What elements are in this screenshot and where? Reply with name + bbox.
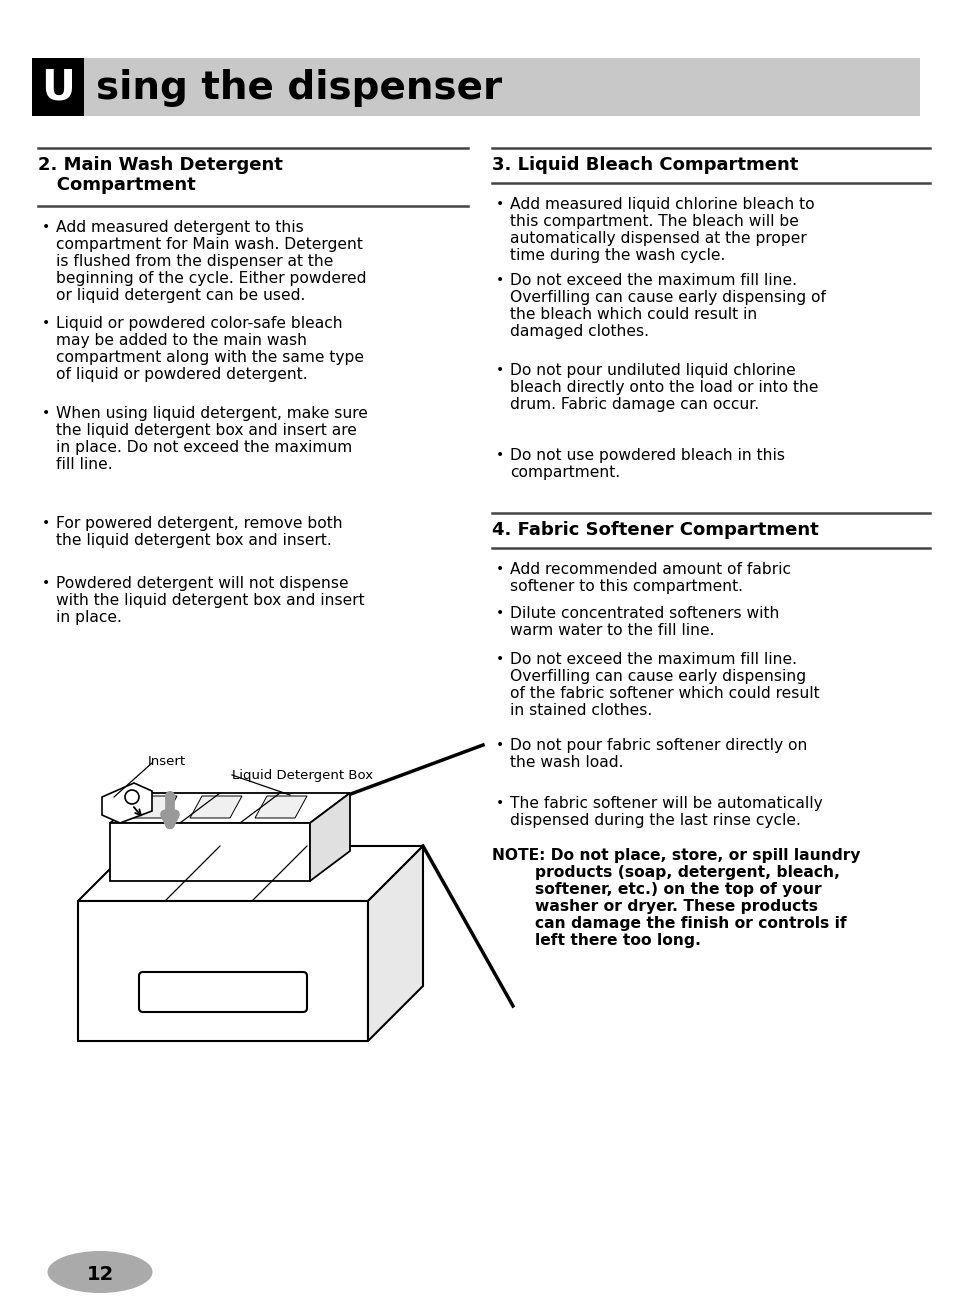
Text: this compartment. The bleach will be: this compartment. The bleach will be xyxy=(510,214,798,228)
FancyBboxPatch shape xyxy=(139,972,307,1012)
Polygon shape xyxy=(254,796,307,818)
Text: of liquid or powdered detergent.: of liquid or powdered detergent. xyxy=(56,368,307,382)
Text: or liquid detergent can be used.: or liquid detergent can be used. xyxy=(56,288,305,303)
Text: •: • xyxy=(496,738,504,752)
Text: For powered detergent, remove both: For powered detergent, remove both xyxy=(56,516,342,530)
Text: 3. Liquid Bleach Compartment: 3. Liquid Bleach Compartment xyxy=(492,156,798,175)
Text: Do not exceed the maximum fill line.: Do not exceed the maximum fill line. xyxy=(510,653,796,667)
Text: warm water to the fill line.: warm water to the fill line. xyxy=(510,622,714,638)
Text: Do not pour fabric softener directly on: Do not pour fabric softener directly on xyxy=(510,738,806,752)
Text: Do not use powdered bleach in this: Do not use powdered bleach in this xyxy=(510,448,784,463)
Text: Powdered detergent will not dispense: Powdered detergent will not dispense xyxy=(56,576,348,591)
Text: •: • xyxy=(496,362,504,377)
Text: 2. Main Wash Detergent: 2. Main Wash Detergent xyxy=(38,156,283,175)
Text: with the liquid detergent box and insert: with the liquid detergent box and insert xyxy=(56,593,364,608)
Text: can damage the finish or controls if: can damage the finish or controls if xyxy=(492,916,845,931)
Text: Liquid or powdered color-safe bleach: Liquid or powdered color-safe bleach xyxy=(56,316,342,331)
Text: damaged clothes.: damaged clothes. xyxy=(510,324,648,339)
Text: compartment for Main wash. Detergent: compartment for Main wash. Detergent xyxy=(56,238,362,252)
Text: time during the wash cycle.: time during the wash cycle. xyxy=(510,248,724,263)
Text: Dilute concentrated softeners with: Dilute concentrated softeners with xyxy=(510,607,779,621)
Polygon shape xyxy=(310,793,350,881)
Text: 12: 12 xyxy=(87,1266,113,1284)
Text: •: • xyxy=(42,221,51,234)
Text: left there too long.: left there too long. xyxy=(492,934,700,948)
Polygon shape xyxy=(125,796,177,818)
Text: beginning of the cycle. Either powdered: beginning of the cycle. Either powdered xyxy=(56,270,366,286)
Text: Add recommended amount of fabric: Add recommended amount of fabric xyxy=(510,562,790,576)
Polygon shape xyxy=(190,796,242,818)
Text: Do not exceed the maximum fill line.: Do not exceed the maximum fill line. xyxy=(510,273,796,288)
Text: •: • xyxy=(496,653,504,666)
Text: •: • xyxy=(496,562,504,576)
Text: the bleach which could result in: the bleach which could result in xyxy=(510,307,757,322)
Text: sing the dispenser: sing the dispenser xyxy=(96,70,501,106)
Text: Do not pour undiluted liquid chlorine: Do not pour undiluted liquid chlorine xyxy=(510,362,795,378)
Text: may be added to the main wash: may be added to the main wash xyxy=(56,334,307,348)
Text: Insert: Insert xyxy=(148,755,186,768)
Text: U: U xyxy=(41,66,75,108)
Polygon shape xyxy=(110,793,350,823)
Text: •: • xyxy=(496,448,504,462)
Text: in place. Do not exceed the maximum: in place. Do not exceed the maximum xyxy=(56,440,352,456)
Text: softener to this compartment.: softener to this compartment. xyxy=(510,579,742,593)
Ellipse shape xyxy=(48,1251,152,1293)
Text: bleach directly onto the load or into the: bleach directly onto the load or into th… xyxy=(510,379,818,395)
Text: •: • xyxy=(496,273,504,288)
Text: automatically dispensed at the proper: automatically dispensed at the proper xyxy=(510,231,806,246)
Bar xyxy=(32,58,919,116)
Polygon shape xyxy=(102,783,152,823)
Polygon shape xyxy=(78,846,422,901)
Text: The fabric softener will be automatically: The fabric softener will be automaticall… xyxy=(510,796,821,811)
Text: Overfilling can cause early dispensing: Overfilling can cause early dispensing xyxy=(510,670,805,684)
Text: is flushed from the dispenser at the: is flushed from the dispenser at the xyxy=(56,253,333,269)
Text: Liquid Detergent Box: Liquid Detergent Box xyxy=(232,769,373,783)
Text: •: • xyxy=(42,316,51,330)
Text: When using liquid detergent, make sure: When using liquid detergent, make sure xyxy=(56,406,368,421)
Text: compartment.: compartment. xyxy=(510,465,619,481)
Polygon shape xyxy=(368,846,422,1041)
Text: Add measured detergent to this: Add measured detergent to this xyxy=(56,221,303,235)
Text: in place.: in place. xyxy=(56,611,122,625)
Text: •: • xyxy=(496,796,504,810)
Text: •: • xyxy=(496,607,504,620)
Text: •: • xyxy=(42,406,51,420)
Text: Overfilling can cause early dispensing of: Overfilling can cause early dispensing o… xyxy=(510,290,825,305)
Text: compartment along with the same type: compartment along with the same type xyxy=(56,351,364,365)
Text: drum. Fabric damage can occur.: drum. Fabric damage can occur. xyxy=(510,397,759,412)
Text: the wash load.: the wash load. xyxy=(510,755,623,769)
Text: products (soap, detergent, bleach,: products (soap, detergent, bleach, xyxy=(492,865,840,880)
Text: the liquid detergent box and insert.: the liquid detergent box and insert. xyxy=(56,533,332,548)
Text: of the fabric softener which could result: of the fabric softener which could resul… xyxy=(510,685,819,701)
Text: the liquid detergent box and insert are: the liquid detergent box and insert are xyxy=(56,423,356,439)
Text: fill line.: fill line. xyxy=(56,457,112,471)
Polygon shape xyxy=(78,901,368,1041)
Text: •: • xyxy=(42,516,51,530)
Text: washer or dryer. These products: washer or dryer. These products xyxy=(492,899,817,914)
Text: Add measured liquid chlorine bleach to: Add measured liquid chlorine bleach to xyxy=(510,197,814,211)
Text: Compartment: Compartment xyxy=(38,176,195,194)
Text: NOTE: Do not place, store, or spill laundry: NOTE: Do not place, store, or spill laun… xyxy=(492,848,860,863)
Polygon shape xyxy=(110,823,310,881)
Text: •: • xyxy=(496,197,504,211)
Text: in stained clothes.: in stained clothes. xyxy=(510,702,652,718)
Text: 4. Fabric Softener Compartment: 4. Fabric Softener Compartment xyxy=(492,521,818,540)
Text: softener, etc.) on the top of your: softener, etc.) on the top of your xyxy=(492,882,821,897)
Text: dispensed during the last rinse cycle.: dispensed during the last rinse cycle. xyxy=(510,813,800,829)
Bar xyxy=(32,58,84,116)
Circle shape xyxy=(125,790,139,804)
Text: •: • xyxy=(42,576,51,590)
